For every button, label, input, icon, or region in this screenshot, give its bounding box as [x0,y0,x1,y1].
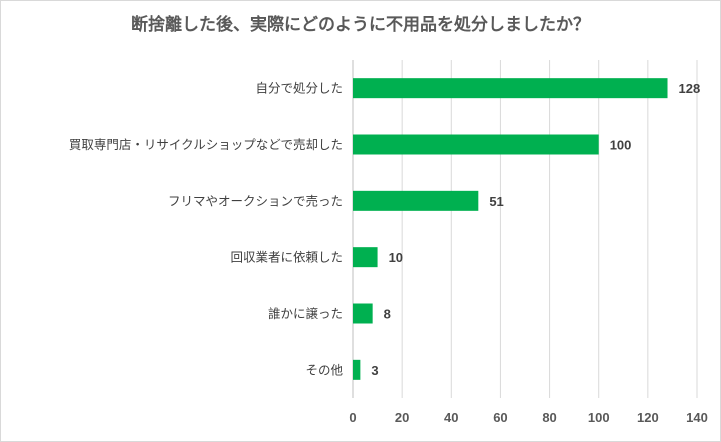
x-tick-label: 40 [444,410,458,425]
bar [353,78,668,99]
x-tick-label: 80 [542,410,556,425]
x-tick-label: 120 [637,410,659,425]
bar [353,134,599,155]
data-label: 3 [371,363,378,378]
data-label: 8 [384,307,391,322]
data-label: 10 [389,250,403,265]
data-label: 51 [489,194,503,209]
category-label: 買取専門店・リサイクルショップなどで売却した [69,137,343,152]
category-label: フリマやオークションで売った [168,193,343,208]
data-label: 100 [610,138,632,153]
x-tick-label: 140 [686,410,708,425]
category-label: 自分で処分した [255,81,343,96]
bar [353,359,361,380]
bar [353,303,373,324]
x-tick-label: 60 [493,410,507,425]
data-label: 128 [679,81,701,96]
x-tick-label: 20 [395,410,409,425]
bar [353,190,479,211]
chart-title: 断捨離した後、実際にどのように不用品を処分しましたか？ [131,15,590,35]
category-label: 誰かに譲った [268,306,343,321]
bar [353,247,378,268]
category-label: その他 [305,362,343,377]
category-label: 回収業者に依頼した [230,250,343,265]
x-tick-label: 0 [349,410,356,425]
x-tick-label: 100 [588,410,610,425]
